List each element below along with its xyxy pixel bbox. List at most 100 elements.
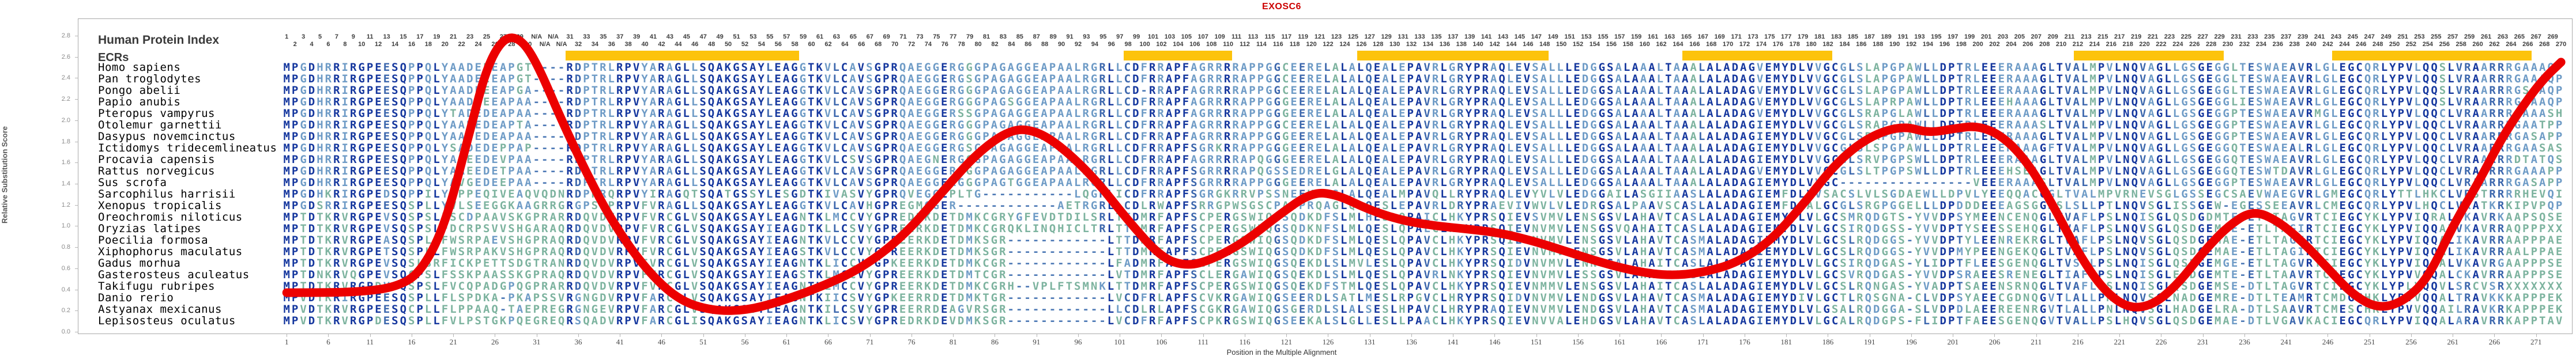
species-label: Papio anubis — [98, 96, 181, 108]
column-number: 25 — [483, 33, 491, 40]
column-number: 23 — [466, 33, 474, 40]
x-tick-label: 106 — [1155, 338, 1168, 346]
column-number: 166 — [1689, 41, 1700, 48]
column-number: 21 — [450, 33, 457, 40]
column-number: 142 — [1489, 41, 1500, 48]
column-number: 217 — [2114, 33, 2125, 40]
y-tick-label: 1.4 — [61, 180, 70, 187]
x-tick-mark — [1911, 334, 1912, 337]
column-number: 251 — [2397, 33, 2408, 40]
x-tick-mark — [328, 334, 329, 337]
column-number: 186 — [1856, 41, 1867, 48]
column-number: 99 — [1133, 33, 1140, 40]
species-label: Lepisosteus oculatus — [98, 314, 236, 327]
column-number: 254 — [2422, 41, 2434, 48]
column-number: 5 — [318, 33, 322, 40]
column-number: 190 — [1889, 41, 1900, 48]
x-tick-label: 206 — [1989, 338, 2001, 346]
column-number: 245 — [2347, 33, 2358, 40]
column-number: 36 — [608, 41, 615, 48]
column-number: 212 — [2072, 41, 2084, 48]
column-number: 213 — [2081, 33, 2092, 40]
column-number: 30 — [525, 41, 532, 48]
x-tick-mark — [1536, 334, 1537, 337]
column-number: 256 — [2439, 41, 2450, 48]
column-number: 180 — [1806, 41, 1817, 48]
species-label: Poecilia formosa — [98, 234, 209, 247]
column-number: 70 — [891, 41, 899, 48]
column-number: 45 — [683, 33, 690, 40]
y-tick-mark — [75, 310, 78, 312]
species-label: Ictidomys tridecemlineatus — [98, 142, 277, 154]
x-tick-label: 241 — [2280, 338, 2292, 346]
column-number: 134 — [1422, 41, 1434, 48]
column-number: 193 — [1914, 33, 1925, 40]
x-tick-label: 11 — [366, 338, 374, 346]
y-tick-label: 2.2 — [61, 96, 70, 103]
column-number: 73 — [916, 33, 924, 40]
chart-title: EXOSC6 — [1262, 2, 1301, 12]
column-number: 270 — [2555, 41, 2567, 48]
x-tick-mark — [703, 334, 704, 337]
column-number: 8 — [343, 41, 347, 48]
x-tick-label: 256 — [2405, 338, 2417, 346]
column-number: 200 — [1972, 41, 1983, 48]
column-number: 19 — [433, 33, 440, 40]
column-number: 232 — [2239, 41, 2250, 48]
column-number: 236 — [2272, 41, 2283, 48]
x-tick-label: 171 — [1697, 338, 1709, 346]
x-tick-label: 226 — [2155, 338, 2167, 346]
column-number: 2 — [293, 41, 297, 48]
column-number: 208 — [2039, 41, 2050, 48]
species-label: Pan troglodytes — [98, 73, 202, 85]
column-number: 101 — [1147, 33, 1159, 40]
column-number: 125 — [1347, 33, 1358, 40]
y-tick-label: 2.8 — [61, 32, 70, 39]
column-number: 88 — [1041, 41, 1049, 48]
column-number: 248 — [2372, 41, 2383, 48]
species-label: Xenopus tropicalis — [98, 199, 222, 212]
x-tick-mark — [869, 334, 871, 337]
column-number: 123 — [1331, 33, 1342, 40]
column-number: 140 — [1472, 41, 1483, 48]
column-number: N/A — [531, 33, 543, 40]
column-number: 171 — [1731, 33, 1742, 40]
species-label: Gasterosteus aculeatus — [98, 268, 250, 281]
column-number: 164 — [1673, 41, 1684, 48]
column-number: 69 — [883, 33, 890, 40]
column-number: 87 — [1033, 33, 1040, 40]
column-number: 234 — [2255, 41, 2267, 48]
column-number: 66 — [858, 41, 865, 48]
x-tick-label: 231 — [2197, 338, 2209, 346]
species-label: Takifugu rubripes — [98, 280, 215, 293]
column-number: 209 — [2047, 33, 2058, 40]
column-number: 176 — [1772, 41, 1783, 48]
column-number: 92 — [1074, 41, 1082, 48]
column-number: 185 — [1847, 33, 1858, 40]
species-label: Sarcophilus harrisii — [98, 188, 236, 200]
y-tick-mark — [75, 56, 78, 58]
column-number: 59 — [800, 33, 807, 40]
x-tick-label: 26 — [491, 338, 499, 346]
x-tick-label: 271 — [2530, 338, 2542, 346]
column-number: 95 — [1099, 33, 1107, 40]
column-number: 143 — [1497, 33, 1509, 40]
column-number: 41 — [649, 33, 657, 40]
column-number: 244 — [2339, 41, 2350, 48]
column-number: 85 — [1016, 33, 1023, 40]
species-label: Otolemur garnettii — [98, 119, 222, 131]
column-number: 211 — [2064, 33, 2075, 40]
column-number: 83 — [999, 33, 1007, 40]
x-tick-label: 161 — [1614, 338, 1625, 346]
x-tick-label: 16 — [408, 338, 416, 346]
column-number: 167 — [1697, 33, 1708, 40]
species-label: Rattus norvegicus — [98, 165, 215, 177]
x-tick-label: 61 — [782, 338, 790, 346]
ecr-segment — [1357, 51, 1549, 60]
